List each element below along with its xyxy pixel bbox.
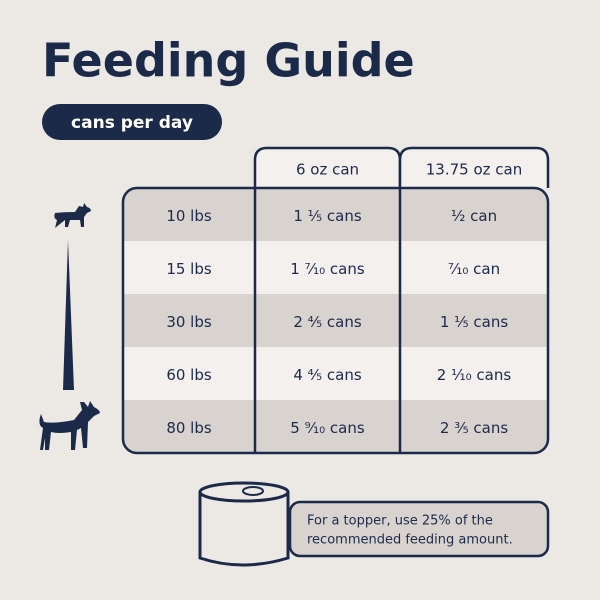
- weight-label: 60 lbs: [166, 366, 212, 384]
- can-side: [198, 492, 290, 567]
- weight-label: 30 lbs: [166, 313, 212, 331]
- cell-text: 4 ⁴⁄₅ cans: [293, 366, 362, 384]
- weight-label: 10 lbs: [166, 207, 212, 225]
- cell-text: 5 ⁹⁄₁₀ cans: [290, 419, 365, 437]
- cell-text: 2 ³⁄₅ cans: [440, 419, 509, 437]
- table-row: [123, 400, 548, 453]
- cell-text: ¹⁄₂ can: [451, 207, 497, 225]
- table-row: [123, 294, 548, 347]
- note-box: [288, 500, 550, 558]
- cell-text: 1 ¹⁄₅ cans: [440, 313, 509, 331]
- badge-text: cans per day: [71, 113, 193, 133]
- can-tab: [242, 486, 264, 496]
- large-dog: [39, 401, 100, 450]
- feeding-table: 6 oz can 13.75 oz can 10 lbs 1 ¹⁄₅ cans ¹⁄₂ …: [121, 146, 550, 455]
- table-rows: [123, 188, 548, 453]
- table-row: [123, 347, 548, 400]
- table-row: [123, 188, 548, 241]
- weight-label: 80 lbs: [166, 419, 212, 437]
- column-header: 13.75 oz can: [426, 161, 522, 179]
- size-wedge: [63, 240, 74, 390]
- column-header: 6 oz can: [296, 161, 359, 179]
- cell-text: ⁷⁄₁₀ can: [448, 260, 500, 278]
- weight-label: 15 lbs: [166, 260, 212, 278]
- cell-text: 1 ⁷⁄₁₀ cans: [290, 260, 365, 278]
- table-border: [121, 186, 550, 455]
- note-line: recommended feeding amount.: [307, 533, 513, 548]
- column-tab: [398, 146, 550, 188]
- cell-text: 2 ⁴⁄₅ cans: [293, 313, 362, 331]
- small-dog: [54, 203, 91, 228]
- note-line: For a topper, use 25% of the: [307, 514, 493, 529]
- cell-text: 1 ¹⁄₅ cans: [293, 207, 362, 225]
- badge: [42, 104, 222, 140]
- title: Feeding Guide: [42, 34, 415, 88]
- cell-text: 2 ¹⁄₁₀ cans: [437, 366, 512, 384]
- table-row: [123, 241, 548, 294]
